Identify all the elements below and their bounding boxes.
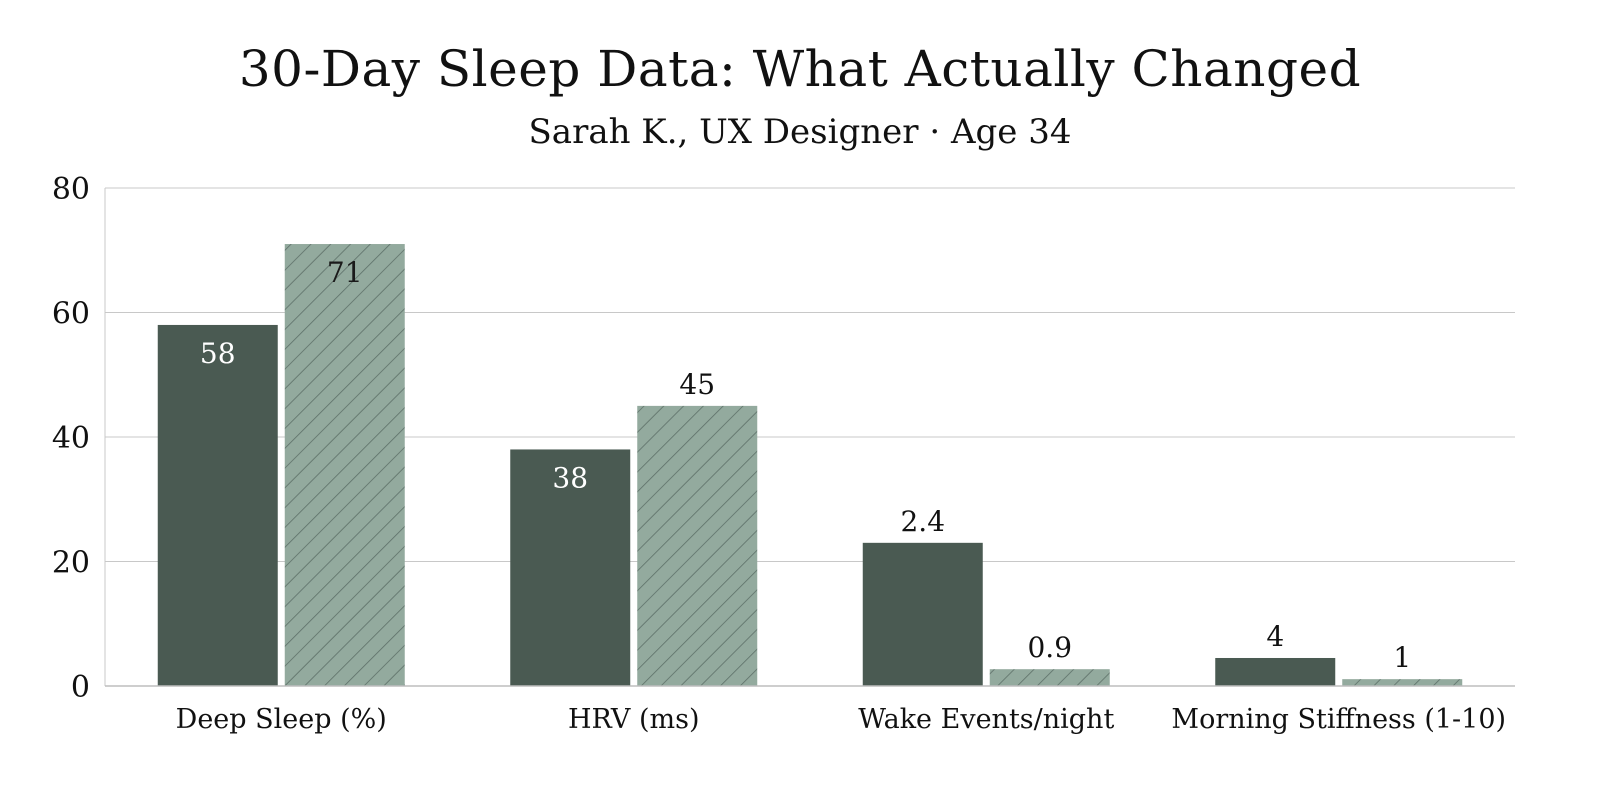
data-label: 2.4: [900, 505, 945, 538]
data-label: 1: [1393, 641, 1411, 674]
y-tick-label: 80: [52, 172, 90, 207]
y-tick-label: 0: [71, 670, 90, 705]
data-label: 38: [552, 461, 588, 494]
x-tick-label: Deep Sleep (%): [176, 704, 387, 735]
y-tick-label: 40: [52, 421, 90, 456]
bar: [637, 405, 758, 686]
bar: [989, 669, 1110, 686]
y-tick-label: 60: [52, 297, 90, 332]
data-label: 0.9: [1027, 631, 1072, 664]
bar: [1342, 679, 1463, 686]
data-label: 4: [1266, 620, 1284, 653]
data-label: 45: [679, 368, 715, 401]
y-tick-label: 20: [52, 546, 90, 581]
x-tick-label: Wake Events/night: [858, 704, 1114, 735]
bar: [1215, 657, 1336, 686]
bar: [157, 324, 278, 686]
x-tick-label: HRV (ms): [568, 704, 700, 735]
bar: [510, 449, 631, 686]
bar: [862, 542, 983, 686]
bar: [284, 244, 405, 686]
data-label: 71: [327, 256, 363, 289]
chart-title: 30-Day Sleep Data: What Actually Changed: [238, 40, 1362, 98]
chart-subtitle: Sarah K., UX Designer · Age 34: [528, 112, 1072, 152]
x-tick-label: Morning Stiffness (1-10): [1171, 704, 1506, 735]
data-label: 58: [200, 337, 236, 370]
